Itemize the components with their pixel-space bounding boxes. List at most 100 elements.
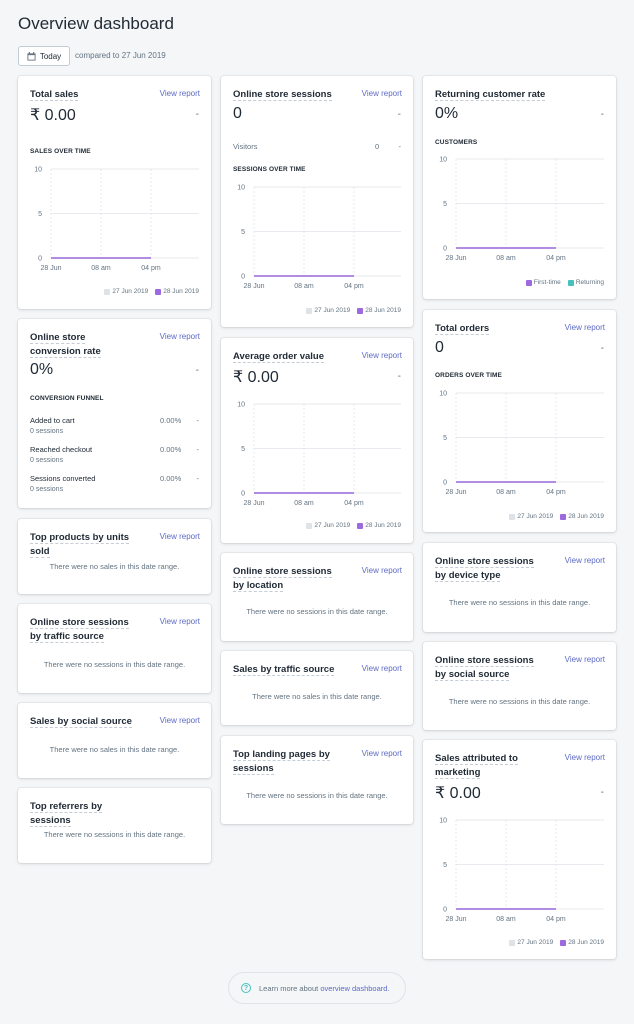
card-title: Online store sessions by device type — [435, 556, 534, 582]
chart-legend: 27 Jun 2019 28 Jun 2019 — [104, 288, 199, 295]
view-report-link[interactable]: View report — [361, 89, 402, 98]
card-title: Online store sessions by traffic source — [30, 617, 129, 643]
sessions-by-location-card: Online store sessions by location View r… — [221, 553, 413, 641]
legend-item: 28 Jun 2019 — [357, 522, 401, 529]
sales-by-social-card: Sales by social source View report There… — [18, 703, 211, 778]
x-tick-label: 04 pm — [344, 500, 364, 507]
view-report-link[interactable]: View report — [159, 89, 200, 98]
x-tick-label: 28 Jun — [243, 500, 264, 507]
visitors-value: 0 — [375, 142, 380, 151]
y-tick-label: 10 — [34, 167, 42, 174]
legend-swatch — [306, 522, 313, 529]
chart-legend: First-time Returning — [525, 279, 604, 286]
average-order-value-chart: 10 5 0 28 Jun 08 am 04 pm — [237, 402, 401, 507]
x-tick-label: 08 am — [294, 500, 314, 507]
card-title: Online store sessions by social source — [435, 655, 534, 681]
change-indicator: - — [397, 371, 401, 382]
y-tick-label: 10 — [439, 157, 447, 164]
y-tick-label: 0 — [38, 256, 42, 263]
legend-swatch — [357, 522, 364, 529]
view-report-link[interactable]: View report — [564, 753, 605, 762]
funnel-step-change: - — [196, 416, 200, 425]
sales-attributed-card: Sales attributed to marketing View repor… — [423, 740, 616, 959]
returning-customer-rate-card: Returning customer rate 0% - CUSTOMERS 1… — [423, 76, 616, 299]
funnel-step-sessions: 0 sessions — [30, 457, 64, 464]
view-report-link[interactable]: View report — [159, 332, 200, 341]
legend-label: 27 Jun 2019 — [517, 513, 554, 520]
change-indicator: - — [600, 343, 604, 354]
view-report-link[interactable]: View report — [564, 655, 605, 664]
x-tick-label: 04 pm — [344, 283, 364, 290]
legend-label: Returning — [575, 279, 604, 286]
x-tick-label: 28 Jun — [243, 283, 264, 290]
chart-legend: 27 Jun 2019 28 Jun 2019 — [509, 939, 604, 946]
date-range-button[interactable]: Today — [18, 46, 70, 66]
comparison-text: compared to 27 Jun 2019 — [75, 51, 166, 60]
date-range-label: Today — [39, 51, 62, 61]
legend-label: 27 Jun 2019 — [314, 522, 351, 529]
x-tick-label: 28 Jun — [445, 255, 466, 262]
funnel-step-label: Sessions converted — [30, 474, 96, 483]
card-title: Top landing pages by sessions — [233, 749, 330, 775]
visitors-label: Visitors — [233, 142, 258, 151]
page-title: Overview dashboard — [18, 14, 174, 33]
card-title: Sales by traffic source — [233, 664, 335, 676]
y-tick-label: 0 — [443, 480, 447, 487]
empty-state-text: There were no sessions in this date rang… — [43, 830, 186, 839]
funnel-step-percent: 0.00% — [160, 445, 182, 454]
card-title: Average order value — [233, 351, 324, 363]
funnel-step-change: - — [196, 445, 200, 454]
empty-state-text: There were no sales in this date range. — [252, 692, 382, 701]
y-tick-label: 0 — [241, 274, 245, 281]
legend-swatch — [560, 513, 567, 520]
legend-item: 27 Jun 2019 — [104, 288, 148, 295]
metric-value: 0% — [30, 361, 54, 378]
view-report-link[interactable]: View report — [159, 617, 200, 626]
x-tick-label: 08 am — [294, 283, 314, 290]
overview-dashboard-link[interactable]: overview dashboard. — [320, 983, 390, 993]
sessions-by-device-card: Online store sessions by device type Vie… — [423, 543, 616, 632]
legend-swatch — [525, 279, 532, 286]
view-report-link[interactable]: View report — [159, 532, 200, 541]
card-title: Online store conversion rate — [30, 332, 101, 358]
orders-over-time-chart: 10 5 0 28 Jun 08 am 04 pm — [439, 391, 604, 496]
legend-item: 27 Jun 2019 — [306, 307, 350, 314]
funnel-step-label: Added to cart — [30, 416, 75, 425]
chart-heading: CUSTOMERS — [435, 139, 478, 146]
view-report-link[interactable]: View report — [159, 716, 200, 725]
change-indicator: - — [195, 365, 199, 376]
empty-state-text: There were no sessions in this date rang… — [246, 791, 388, 800]
view-report-link[interactable]: View report — [564, 556, 605, 565]
chart-legend: 27 Jun 2019 28 Jun 2019 — [306, 307, 401, 314]
view-report-link[interactable]: View report — [361, 749, 402, 758]
sales-by-traffic-card: Sales by traffic source View report Ther… — [221, 651, 413, 725]
x-tick-label: 08 am — [496, 916, 516, 923]
visitors-change: - — [398, 142, 402, 151]
view-report-link[interactable]: View report — [361, 351, 402, 360]
view-report-link[interactable]: View report — [361, 664, 402, 673]
chart-heading: SALES OVER TIME — [30, 148, 91, 155]
card-title: Top products by units sold — [30, 532, 130, 558]
legend-label: 28 Jun 2019 — [568, 513, 604, 520]
x-tick-label: 04 pm — [546, 255, 566, 262]
view-report-link[interactable]: View report — [361, 566, 402, 575]
x-tick-label: 04 pm — [546, 489, 566, 496]
legend-swatch — [306, 307, 313, 314]
card-title: Total orders — [435, 323, 490, 335]
funnel-step-percent: 0.00% — [160, 474, 182, 483]
chart-heading: ORDERS OVER TIME — [435, 372, 502, 379]
calendar-icon — [27, 51, 36, 61]
empty-state-text: There were no sales in this date range. — [49, 562, 180, 571]
legend-label: 28 Jun 2019 — [365, 522, 401, 529]
sessions-by-traffic-card: Online store sessions by traffic source … — [18, 604, 211, 693]
x-tick-label: 08 am — [496, 489, 516, 496]
funnel-step-label: Reached checkout — [30, 445, 93, 454]
customers-chart: 10 5 0 28 Jun 08 am 04 pm — [439, 157, 604, 262]
legend-label: 27 Jun 2019 — [112, 288, 149, 295]
online-store-sessions-card: Online store sessions View report 0 - Vi… — [221, 76, 413, 327]
metric-value: ₹ 0.00 — [30, 107, 76, 124]
card-title: Returning customer rate — [435, 89, 546, 101]
view-report-link[interactable]: View report — [564, 323, 605, 332]
y-tick-label: 5 — [443, 201, 447, 208]
empty-state-text: There were no sales in this date range. — [49, 745, 180, 754]
